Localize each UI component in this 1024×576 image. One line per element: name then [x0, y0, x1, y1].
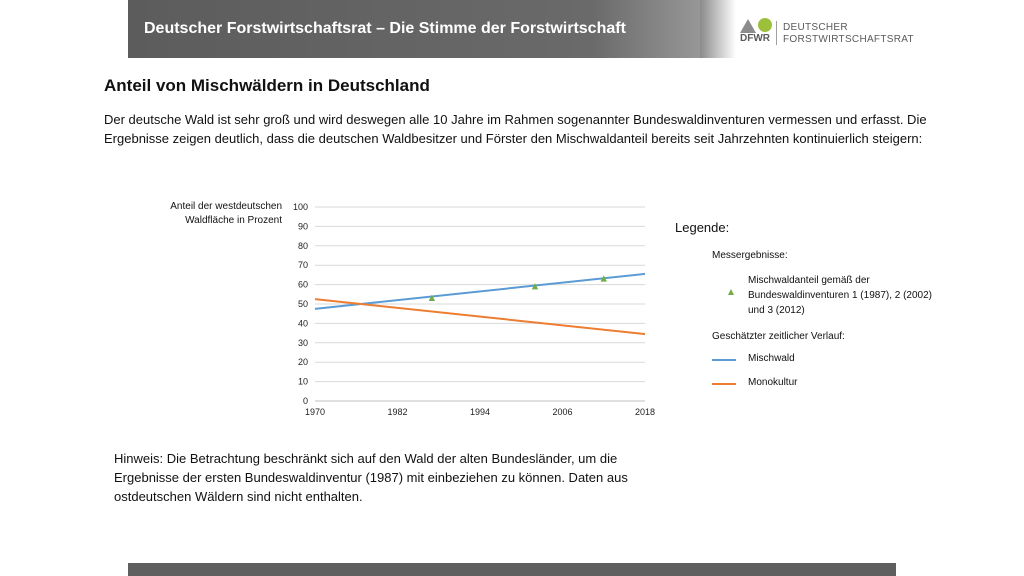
- y-tick-label-80: 80: [298, 241, 308, 251]
- legend-measured-header: Messergebnisse:: [712, 250, 788, 261]
- series-line-monokultur: [314, 298, 646, 336]
- intro-text: Der deutsche Wald ist sehr groß und wird…: [104, 112, 927, 146]
- line-chart: 0 10 20 30 40 50 60 70 80 90 100 1970 1982 1994 2006 2…: [293, 202, 655, 417]
- legend-line-monokultur-icon: [712, 383, 736, 385]
- logo-divider: [776, 21, 777, 45]
- y-tick-label-40: 40: [298, 318, 308, 328]
- legend-line-mischwald-icon: [712, 359, 736, 361]
- x-tick-label-1982: 1982: [387, 407, 407, 417]
- y-axis-label: Anteil der westdeutschen Waldfläche in P…: [170, 201, 282, 226]
- x-tick-label-1970: 1970: [305, 407, 325, 417]
- data-marker-1987: [428, 294, 436, 301]
- legend-monokultur-label: Monokultur: [748, 377, 798, 388]
- y-tick-label-0: 0: [303, 396, 308, 406]
- note-text: Hinweis: Die Betrachtung beschränkt sich…: [114, 451, 628, 504]
- logo-line1: DEUTSCHER: [783, 22, 848, 33]
- y-tick-label-100: 100: [293, 202, 308, 212]
- logo-line2: FORSTWIRTSCHAFTSRAT: [783, 34, 914, 45]
- x-tick-label-2006: 2006: [552, 407, 572, 417]
- y-tick-label-50: 50: [298, 299, 308, 309]
- y-tick-label-10: 10: [298, 377, 308, 387]
- dfwr-logo-icon: [740, 18, 772, 33]
- y-tick-label-30: 30: [298, 338, 308, 348]
- legend-triangle-marker-icon: [728, 289, 734, 295]
- x-tick-label-1994: 1994: [470, 407, 490, 417]
- logo-abbr: DFWR: [740, 33, 770, 44]
- x-tick-label-2018: 2018: [635, 407, 655, 417]
- page-title: Anteil von Mischwäldern in Deutschland: [104, 76, 430, 95]
- legend-measured-label: Mischwaldanteil gemäß der Bundeswaldinve…: [748, 275, 933, 316]
- footer-bar: [128, 563, 896, 576]
- legend-estimated-header: Geschätzter zeitlicher Verlauf:: [712, 331, 845, 342]
- legend-mischwald-label: Mischwald: [748, 353, 795, 364]
- y-tick-label-60: 60: [298, 280, 308, 290]
- data-marker-2002: [531, 283, 539, 290]
- legend-title: Legende:: [675, 220, 730, 235]
- header-title: Deutscher Forstwirtschaftsrat – Die Stim…: [144, 20, 626, 37]
- header-fade: [700, 0, 736, 58]
- series-line-mischwald: [314, 272, 646, 310]
- data-marker-2012: [600, 275, 607, 282]
- header-bar: [128, 0, 708, 58]
- y-tick-label-90: 90: [298, 221, 308, 231]
- y-tick-label-70: 70: [298, 260, 308, 270]
- y-tick-label-20: 20: [298, 357, 308, 367]
